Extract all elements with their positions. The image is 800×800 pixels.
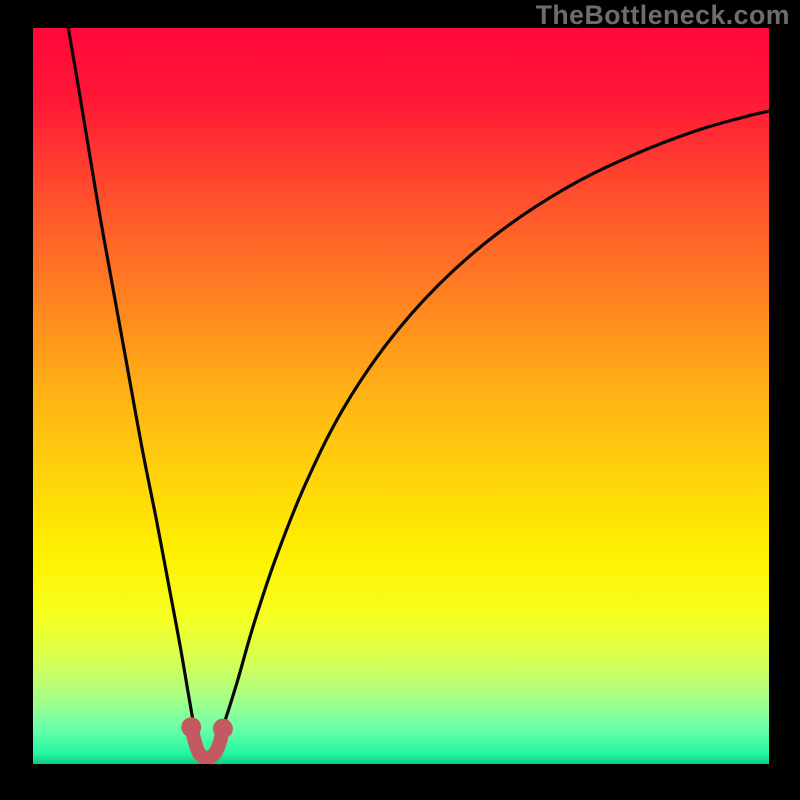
bottleneck-chart: [0, 0, 800, 800]
chart-stage: TheBottleneck.com: [0, 0, 800, 800]
plot-gradient-area: [33, 28, 769, 764]
watermark-text: TheBottleneck.com: [536, 0, 790, 31]
highlight-endpoint-left: [181, 717, 201, 737]
highlight-endpoint-right: [213, 719, 233, 739]
